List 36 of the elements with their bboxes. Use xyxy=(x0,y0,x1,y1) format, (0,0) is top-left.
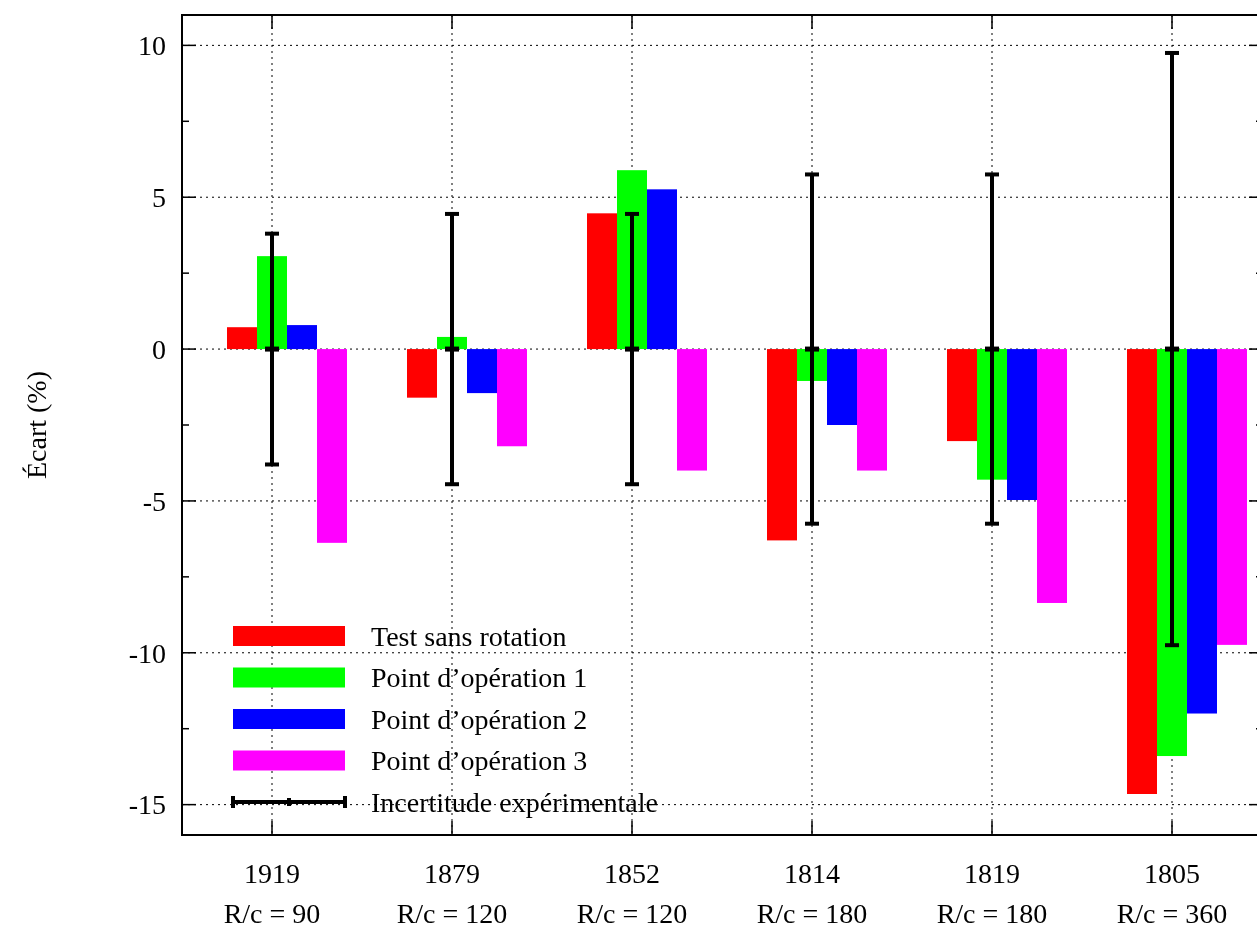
legend-label: Point d’opération 3 xyxy=(371,745,588,777)
x-tick-label: 1819 R/c = 180 xyxy=(936,858,1048,929)
bar xyxy=(467,349,497,394)
y-tick-label: 0 xyxy=(152,333,166,365)
x-tick-label: 1879 R/c = 120 xyxy=(396,858,508,929)
x-tick-label: 1852 R/c = 120 xyxy=(576,858,688,929)
bar xyxy=(857,349,887,471)
legend-label: Test sans rotation xyxy=(371,620,567,652)
bar xyxy=(497,349,527,447)
bar xyxy=(677,349,707,471)
bar xyxy=(1187,349,1217,714)
bar xyxy=(407,349,437,398)
bar xyxy=(587,213,617,350)
bar xyxy=(647,189,677,350)
legend-label: Point d’opération 2 xyxy=(371,703,588,735)
bar xyxy=(1037,349,1067,603)
bar xyxy=(1217,349,1247,645)
y-axis-title: Écart (%) xyxy=(21,370,52,480)
y-tick-label: -5 xyxy=(142,485,166,517)
y-tick-label: 5 xyxy=(152,182,166,214)
bar xyxy=(947,349,977,442)
legend-label: Incertitude expérimentale xyxy=(371,786,658,818)
bar xyxy=(767,349,797,541)
bar xyxy=(827,349,857,425)
x-tick-label: 1814 R/c = 180 xyxy=(756,858,868,929)
y-tick-label: 10 xyxy=(138,30,166,62)
y-tick-label: -10 xyxy=(128,637,166,669)
y-tick-label: -15 xyxy=(128,789,166,821)
x-tick-label: 1805 R/c = 360 xyxy=(1116,858,1228,929)
legend-label: Point d’opération 1 xyxy=(371,662,588,694)
x-tick-label: 1919 R/c = 90 xyxy=(223,858,321,929)
bar xyxy=(287,325,317,350)
bar xyxy=(227,327,257,350)
bar xyxy=(1127,349,1157,794)
bar xyxy=(317,349,347,543)
bar xyxy=(1007,349,1037,501)
